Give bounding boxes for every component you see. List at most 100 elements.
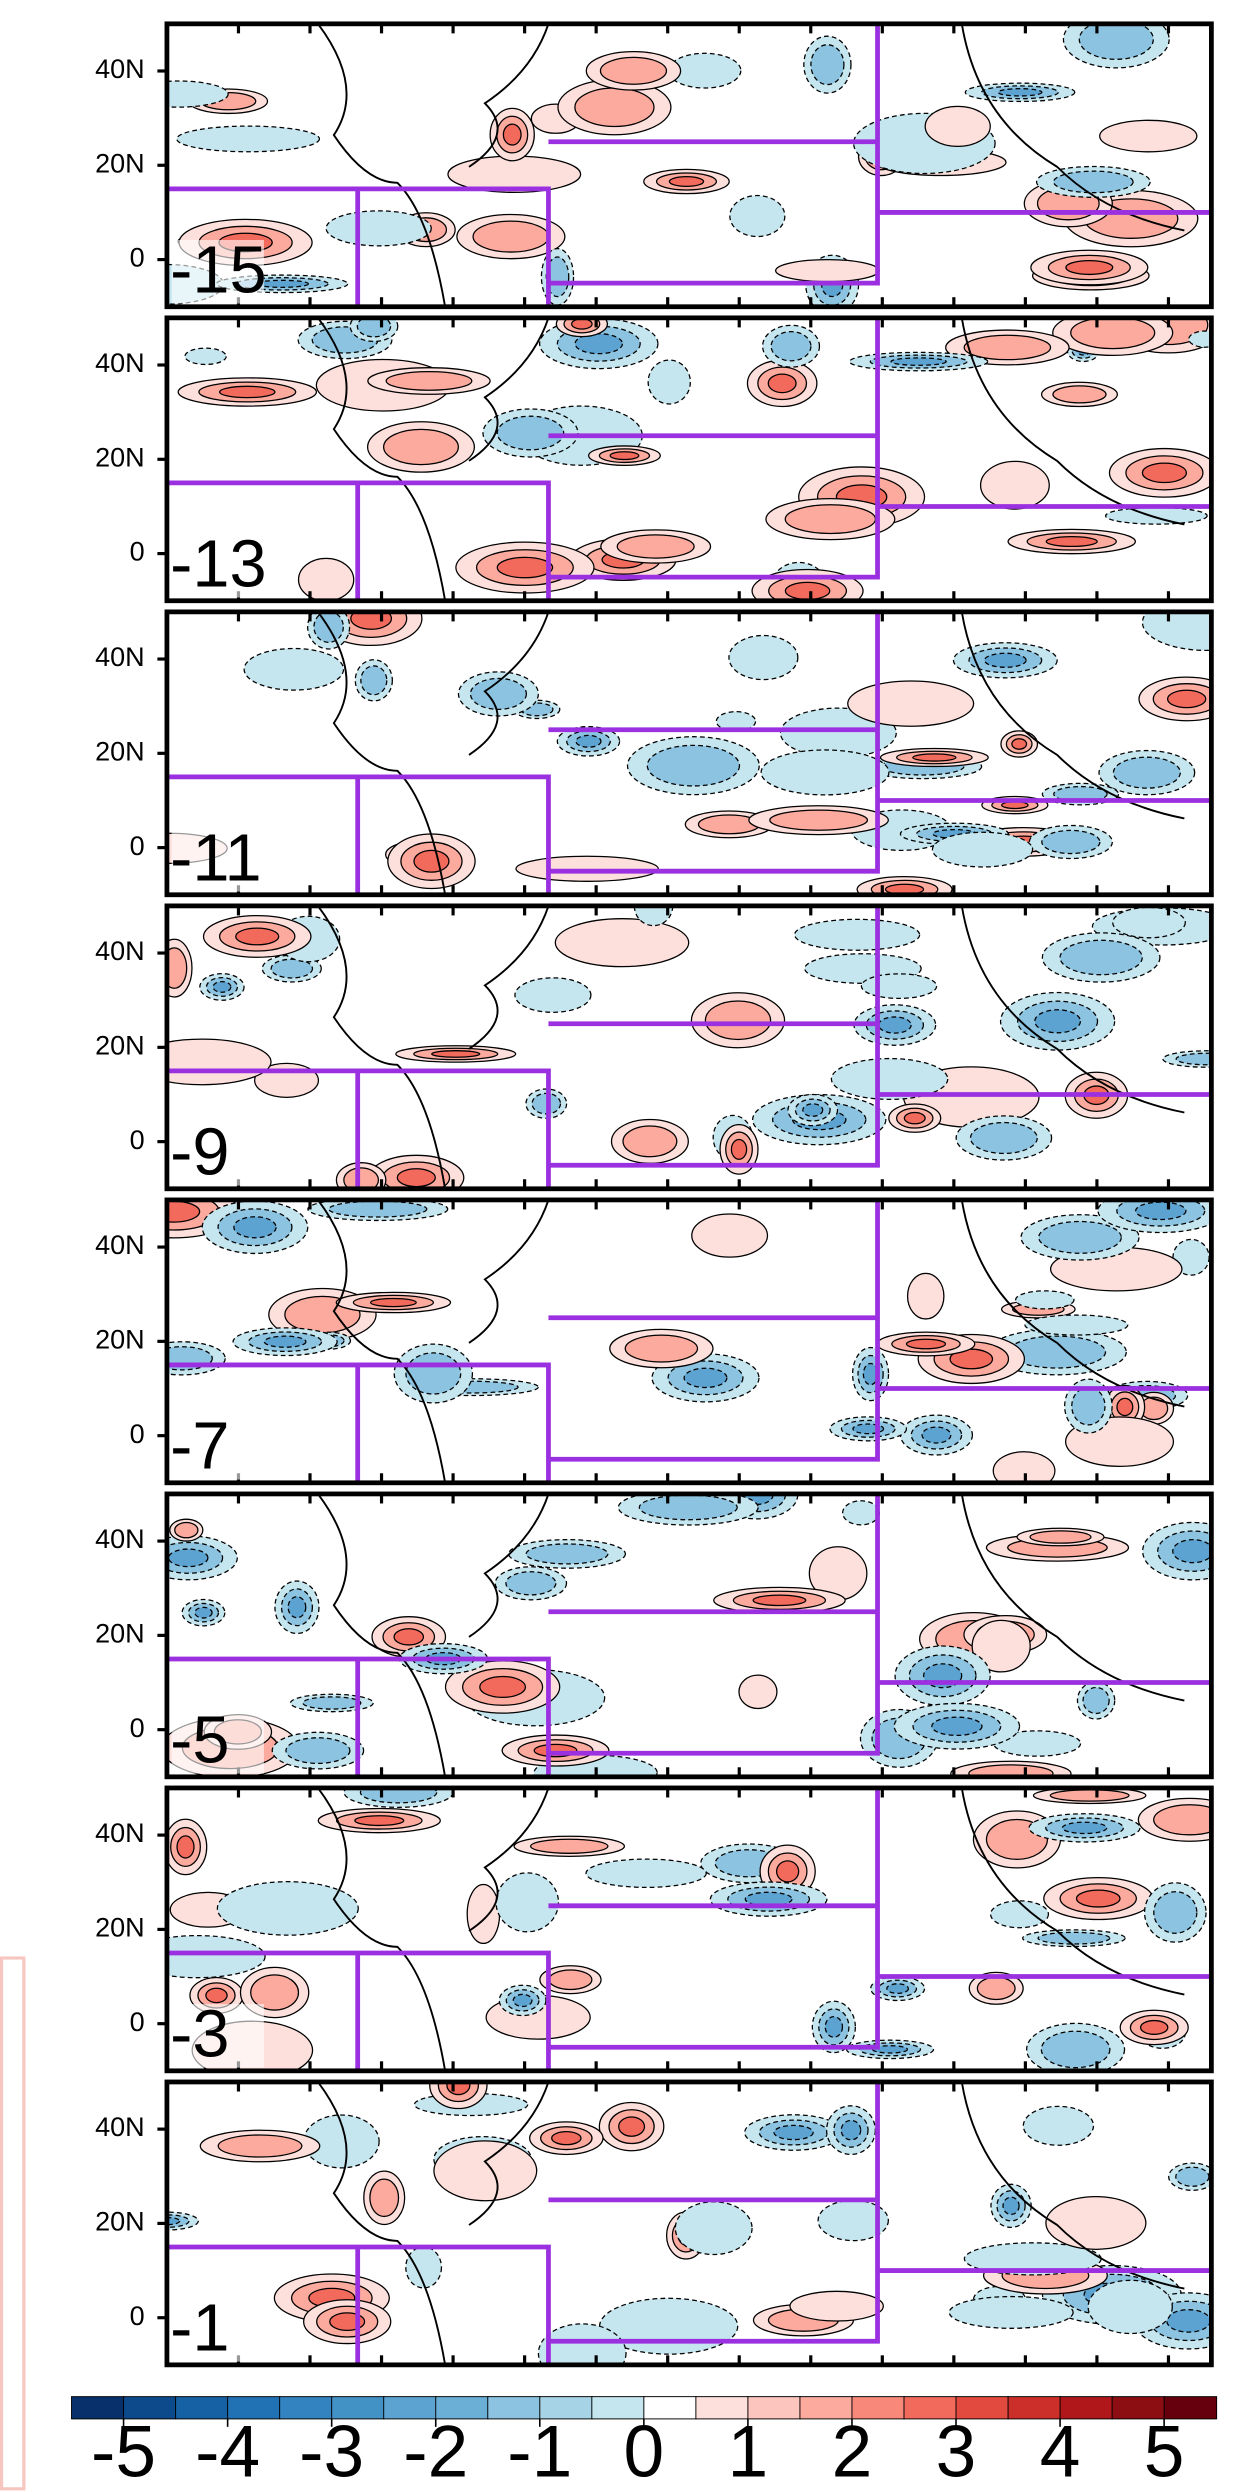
region-outline	[166, 1787, 1212, 2071]
contour	[1141, 462, 1188, 484]
y-tick-label: 40N	[95, 2112, 145, 2142]
contour	[496, 415, 565, 451]
contour	[1175, 1052, 1212, 1066]
map-panel: 40N 20N 0 -7	[95, 1197, 1214, 1486]
coastline	[317, 905, 1185, 1189]
contour	[1053, 785, 1108, 803]
colorbar-label: -5	[91, 2411, 156, 2492]
contour	[963, 334, 1052, 361]
anomaly-field	[166, 1493, 1212, 1777]
y-tick-label: 0	[130, 537, 145, 567]
contour	[548, 1969, 593, 1991]
contour	[773, 2124, 814, 2141]
contour	[1112, 906, 1186, 939]
label-bg	[171, 2004, 264, 2068]
contour	[537, 2323, 627, 2365]
panel-label: -9	[170, 1116, 229, 1190]
contour	[769, 809, 869, 831]
coastline	[317, 1199, 1185, 1483]
contour	[176, 1835, 195, 1859]
contour	[1015, 1290, 1075, 1310]
contour	[976, 1976, 1016, 2001]
contour	[297, 557, 355, 601]
colorbar-label: 3	[936, 2411, 977, 2492]
contour	[515, 855, 659, 882]
contour	[824, 2016, 844, 2038]
contour	[842, 1500, 881, 1526]
panel-label: -1	[170, 2292, 229, 2366]
contour	[1139, 2019, 1169, 2035]
contour	[948, 2295, 1074, 2329]
contour	[793, 918, 921, 951]
colorbar-bin	[1163, 2396, 1218, 2420]
contour	[393, 1628, 425, 1646]
contour	[194, 1606, 213, 1619]
contour	[166, 1934, 266, 1979]
contour	[1153, 1891, 1198, 1934]
contour	[1166, 2309, 1211, 2333]
colorbar-label: -1	[507, 2411, 572, 2492]
region-outline	[166, 611, 1212, 895]
contour	[359, 1787, 438, 1804]
contour	[571, 318, 593, 330]
region-outline	[166, 317, 1212, 601]
panel-label: -5	[170, 1704, 229, 1778]
side-frame	[0, 1956, 26, 2491]
contour	[354, 1815, 405, 1827]
anomaly-field	[166, 611, 1212, 895]
contour	[924, 105, 991, 148]
contour	[413, 849, 450, 873]
contour	[906, 1272, 945, 1320]
contour	[1002, 2196, 1020, 2216]
contour	[1029, 1530, 1092, 1544]
contour	[255, 279, 310, 288]
contour	[890, 357, 947, 366]
region-outline	[166, 1493, 1212, 1777]
contour	[287, 1596, 307, 1619]
coastline	[317, 2081, 1185, 2365]
contour	[784, 504, 877, 535]
y-tick-label: 20N	[95, 1030, 145, 1060]
contour	[775, 258, 880, 283]
contour	[585, 1858, 707, 1889]
colorbar-label: 2	[832, 2411, 873, 2492]
panel-label: -13	[170, 528, 266, 602]
contour	[767, 373, 797, 394]
y-tick-label: 0	[130, 243, 145, 273]
contour	[921, 1426, 952, 1444]
contour	[1045, 2195, 1147, 2250]
contour	[1011, 738, 1028, 750]
contour	[466, 1883, 501, 1945]
anomaly-field	[166, 2081, 1212, 2365]
contour	[525, 1543, 609, 1565]
contour	[1024, 1314, 1129, 1336]
y-tick-label: 40N	[95, 54, 145, 84]
contour	[167, 1548, 209, 1568]
contour	[1087, 2279, 1173, 2335]
contour	[730, 1138, 748, 1160]
anomaly-field	[166, 1787, 1212, 2071]
contour	[789, 2290, 884, 2322]
contour	[840, 2119, 862, 2141]
contour	[243, 647, 345, 691]
contour	[212, 980, 232, 993]
y-tick-label: 40N	[95, 642, 145, 672]
contour	[802, 1103, 824, 1117]
contour	[217, 2134, 303, 2158]
y-tick-label: 20N	[95, 1619, 145, 1649]
y-tick-label: 20N	[95, 1325, 145, 1355]
contour	[1052, 170, 1134, 194]
panel-label: -3	[170, 1998, 229, 2072]
contour	[618, 2116, 646, 2137]
y-tick-label: 20N	[95, 148, 145, 178]
contour	[433, 2140, 538, 2202]
panel-label: -15	[170, 234, 266, 308]
contour	[969, 1121, 1038, 1155]
contour	[1049, 1789, 1130, 1802]
contour	[903, 1111, 926, 1125]
contour	[431, 1050, 481, 1058]
contour	[599, 56, 668, 85]
contour	[235, 927, 280, 946]
contour	[704, 1000, 772, 1041]
